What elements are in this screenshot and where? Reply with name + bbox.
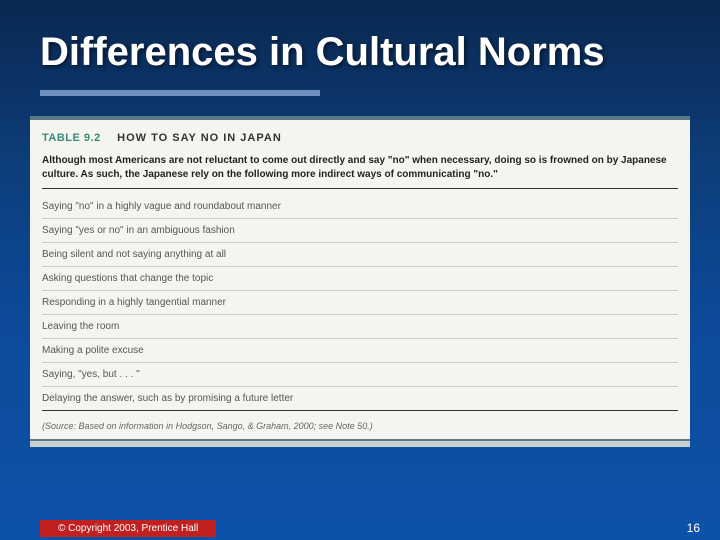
list-item: Delaying the answer, such as by promisin… — [42, 387, 678, 411]
slide-title: Differences in Cultural Norms — [0, 0, 720, 85]
table-source: (Source: Based on information in Hodgson… — [42, 415, 678, 435]
copyright-text: © Copyright 2003, Prentice Hall — [40, 520, 216, 537]
table-label: TABLE 9.2 — [42, 132, 101, 144]
list-item: Saying "yes or no" in an ambiguous fashi… — [42, 219, 678, 243]
table-title: HOW TO SAY NO IN JAPAN — [117, 132, 282, 144]
table-intro: Although most Americans are not reluctan… — [42, 150, 678, 189]
list-item: Leaving the room — [42, 315, 678, 339]
table-list: Saying "no" in a highly vague and rounda… — [42, 189, 678, 415]
table-header: TABLE 9.2 HOW TO SAY NO IN JAPAN — [42, 128, 678, 150]
slide-footer: © Copyright 2003, Prentice Hall 16 — [0, 518, 720, 540]
list-item: Asking questions that change the topic — [42, 267, 678, 291]
list-item: Being silent and not saying anything at … — [42, 243, 678, 267]
title-underline — [40, 90, 320, 96]
page-number: 16 — [687, 521, 700, 535]
list-item: Saying, "yes, but . . . " — [42, 363, 678, 387]
list-item: Making a polite excuse — [42, 339, 678, 363]
list-item: Saying "no" in a highly vague and rounda… — [42, 195, 678, 219]
table-content-box: TABLE 9.2 HOW TO SAY NO IN JAPAN Althoug… — [30, 116, 690, 447]
list-item: Responding in a highly tangential manner — [42, 291, 678, 315]
table-bottom-rule — [30, 439, 690, 447]
